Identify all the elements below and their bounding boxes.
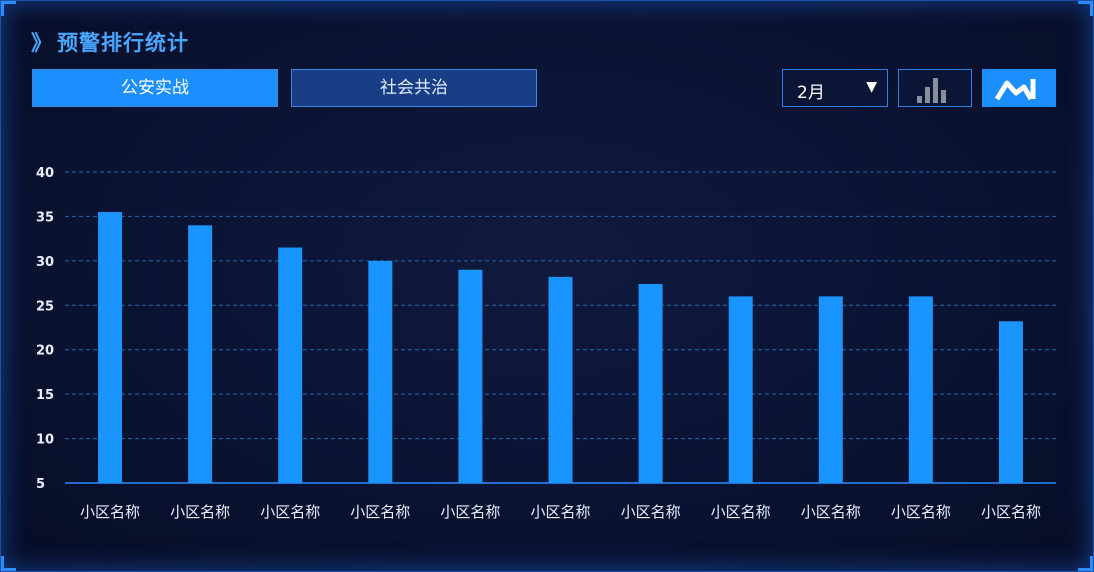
panel-title-text: 预警排行统计 [57, 31, 189, 55]
y-tick-label: 30 [36, 255, 54, 270]
line-chart-toggle-button[interactable] [982, 69, 1056, 107]
line-chart-icon [994, 79, 1036, 101]
x-tick-label: 小区名称 [170, 503, 230, 521]
y-tick-label: 40 [36, 166, 54, 181]
bar [458, 269, 483, 483]
bar [188, 225, 213, 484]
x-tick-label: 小区名称 [801, 503, 861, 521]
y-tick-label: 10 [36, 433, 54, 448]
tab-public-security[interactable]: 公安实战 [32, 69, 278, 107]
x-tick-label: 小区名称 [80, 503, 140, 521]
corner-decoration [1, 556, 16, 571]
bar [98, 211, 123, 483]
chevron-down-icon: ▼ [866, 79, 877, 95]
corner-decoration [1, 1, 16, 16]
y-tick-label: 5 [36, 477, 45, 492]
month-select-value: 2月 [797, 83, 825, 103]
bar [818, 296, 843, 483]
double-chevron-icon: 》 [31, 31, 53, 55]
corner-decoration [1078, 1, 1093, 16]
x-tick-label: 小区名称 [350, 503, 410, 521]
x-tick-label: 小区名称 [711, 503, 771, 521]
bar [278, 247, 303, 483]
tab-social-governance[interactable]: 社会共治 [291, 69, 537, 107]
x-tick-label: 小区名称 [621, 503, 681, 521]
y-tick-label: 20 [36, 344, 54, 359]
x-tick-label: 小区名称 [440, 503, 500, 521]
bar-chart-icon [917, 78, 946, 103]
y-tick-label: 25 [36, 299, 54, 314]
bar-chart-toggle-button[interactable] [898, 69, 972, 107]
bar [728, 296, 753, 483]
bar [908, 296, 933, 483]
bar [998, 321, 1023, 483]
bar [638, 283, 663, 483]
y-tick-label: 15 [36, 388, 54, 403]
corner-decoration [1078, 556, 1093, 571]
y-tick-label: 35 [36, 210, 54, 225]
panel-title: 》预警排行统计 [31, 27, 189, 57]
x-tick-label: 小区名称 [981, 503, 1041, 521]
x-tick-label: 小区名称 [891, 503, 951, 521]
bar [548, 276, 573, 483]
month-select[interactable]: 2月 ▼ [782, 69, 888, 107]
x-tick-label: 小区名称 [530, 503, 590, 521]
x-tick-label: 小区名称 [260, 503, 320, 521]
bar [368, 260, 393, 483]
